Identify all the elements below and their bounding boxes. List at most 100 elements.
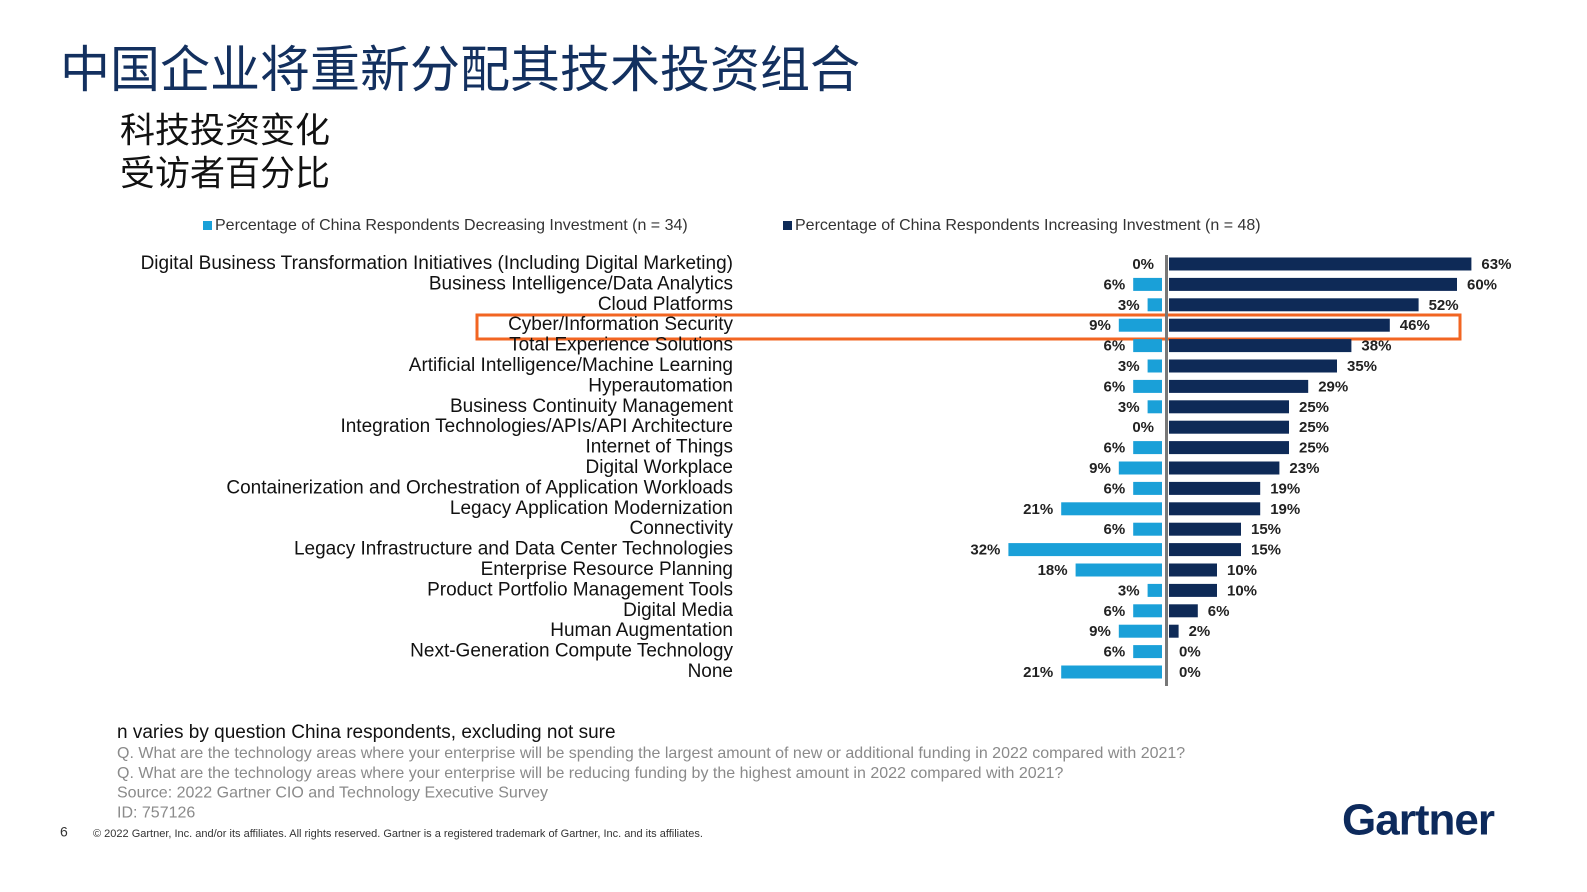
category-label: Artificial Intelligence/Machine Learning (409, 355, 733, 376)
bar (1169, 277, 1457, 291)
value-label: 38% (1361, 338, 1391, 355)
value-label: 3% (1118, 399, 1140, 416)
value-label: 0% (1132, 256, 1154, 273)
bar (1075, 563, 1162, 577)
value-label: 18% (1038, 562, 1068, 579)
value-label: 6% (1104, 521, 1126, 538)
category-label: None (688, 661, 733, 682)
value-label: 25% (1299, 440, 1329, 457)
category-label: Connectivity (630, 518, 734, 539)
value-label: 19% (1270, 501, 1300, 518)
bar (1169, 461, 1280, 475)
value-label: 6% (1104, 276, 1126, 293)
value-label: 52% (1429, 297, 1459, 314)
value-label: 25% (1299, 419, 1329, 436)
value-label: 15% (1251, 542, 1281, 559)
value-label: 29% (1318, 378, 1348, 395)
copyright: © 2022 Gartner, Inc. and/or its affiliat… (93, 828, 703, 840)
category-label: Enterprise Resource Planning (481, 559, 733, 580)
value-label: 23% (1289, 460, 1319, 477)
note: Q. What are the technology areas where y… (117, 745, 1185, 762)
note: ID: 757126 (117, 804, 195, 821)
bar (1169, 543, 1241, 557)
value-label: 0% (1179, 644, 1201, 661)
bar (1133, 379, 1162, 393)
value-label: 6% (1104, 440, 1126, 457)
value-label: 6% (1104, 338, 1126, 355)
value-label: 35% (1347, 358, 1377, 375)
bar (1118, 624, 1162, 638)
bar (1169, 359, 1337, 373)
category-label: Digital Workplace (586, 457, 733, 478)
bar (1008, 543, 1162, 557)
value-label: 15% (1251, 521, 1281, 538)
bar (1169, 318, 1390, 332)
category-label: Hyperautomation (588, 375, 733, 396)
value-label: 6% (1104, 644, 1126, 661)
bar (1169, 563, 1217, 577)
bar (1169, 502, 1261, 516)
category-label: Legacy Infrastructure and Data Center Te… (294, 539, 733, 560)
value-label: 21% (1023, 501, 1053, 518)
value-label: 0% (1132, 419, 1154, 436)
category-label: Product Portfolio Management Tools (427, 579, 733, 600)
category-label: Containerization and Orchestration of Ap… (226, 477, 733, 498)
category-label: Digital Business Transformation Initiati… (141, 253, 733, 274)
category-label: Digital Media (623, 600, 733, 621)
bar (1169, 624, 1179, 638)
legend-swatch (783, 221, 792, 230)
category-label: Internet of Things (585, 437, 733, 458)
bar (1169, 420, 1289, 434)
value-label: 3% (1118, 297, 1140, 314)
value-label: 46% (1400, 317, 1430, 334)
subtitle: 受访者百分比 (120, 154, 330, 193)
bar (1169, 481, 1261, 495)
bar (1118, 461, 1162, 475)
value-label: 6% (1208, 603, 1230, 620)
note: Q. What are the technology areas where y… (117, 765, 1063, 782)
bar (1061, 502, 1162, 516)
bar (1133, 522, 1162, 536)
value-label: 6% (1104, 480, 1126, 497)
bar (1169, 400, 1289, 414)
value-label: 3% (1118, 582, 1140, 599)
legend-label: Percentage of China Respondents Decreasi… (215, 217, 688, 234)
category-label: Integration Technologies/APIs/API Archit… (340, 416, 733, 437)
value-label: 10% (1227, 582, 1257, 599)
bar (1133, 277, 1162, 291)
bar (1147, 583, 1162, 597)
legend-swatch (203, 221, 212, 230)
note: n varies by question China respondents, … (117, 722, 616, 743)
category-label: Cyber/Information Security (508, 314, 733, 335)
logo: Gartner (1342, 796, 1495, 845)
bar (1169, 604, 1198, 618)
category-label: Next-Generation Compute Technology (410, 641, 733, 662)
axis-line (1165, 255, 1168, 686)
legend-label: Percentage of China Respondents Increasi… (795, 217, 1261, 234)
bar (1169, 583, 1217, 597)
category-label: Legacy Application Modernization (450, 498, 733, 519)
bar (1133, 481, 1162, 495)
bar (1169, 379, 1309, 393)
bar (1169, 441, 1289, 455)
page-number: 6 (60, 824, 68, 840)
value-label: 3% (1118, 358, 1140, 375)
category-label: Human Augmentation (550, 620, 733, 641)
bar (1147, 298, 1162, 312)
note: Source: 2022 Gartner CIO and Technology … (117, 785, 548, 802)
bar (1169, 298, 1419, 312)
bar (1133, 441, 1162, 455)
value-label: 6% (1104, 603, 1126, 620)
bar (1133, 645, 1162, 659)
subtitle: 科技投资变化 (120, 111, 330, 150)
title: 中国企业将重新分配其技术投资组合 (60, 42, 860, 98)
bar (1169, 339, 1352, 353)
value-label: 9% (1089, 317, 1111, 334)
bar (1133, 604, 1162, 618)
value-label: 9% (1089, 623, 1111, 640)
category-label: Business Intelligence/Data Analytics (429, 273, 733, 294)
value-label: 25% (1299, 399, 1329, 416)
value-label: 10% (1227, 562, 1257, 579)
